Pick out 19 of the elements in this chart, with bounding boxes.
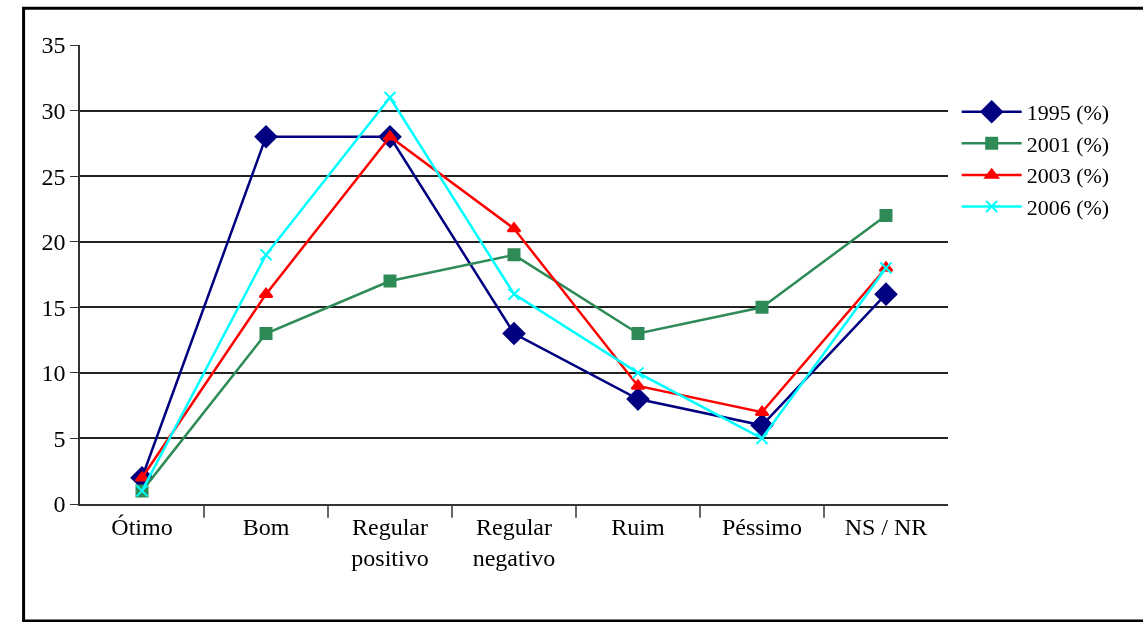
x-tick-label: Ótimo [111, 513, 173, 540]
legend-label: 1995 (%) [1026, 100, 1110, 126]
legend-label: 2006 (%) [1026, 195, 1110, 221]
y-tick-label: 20 [41, 229, 66, 256]
x-tick-label: Bom [242, 513, 290, 540]
legend-label: 2003 (%) [1026, 163, 1110, 189]
x-tick-label: Ruim [611, 513, 665, 540]
y-tick-label: 0 [53, 491, 66, 518]
x-tick-label: NS / NR [844, 513, 928, 540]
x-tick-label: Regular negativo [472, 513, 556, 571]
x-tick-label: Péssimo [721, 513, 803, 540]
y-tick-label: 15 [41, 294, 66, 321]
y-tick-label: 25 [41, 163, 66, 190]
y-tick-label: 10 [41, 360, 66, 387]
legend-label: 2001 (%) [1026, 131, 1110, 157]
y-tick-label: 30 [41, 97, 66, 124]
x-tick-label: Regular positivo [351, 513, 429, 571]
y-tick-label: 5 [53, 425, 66, 452]
y-tick-label: 35 [41, 32, 66, 59]
